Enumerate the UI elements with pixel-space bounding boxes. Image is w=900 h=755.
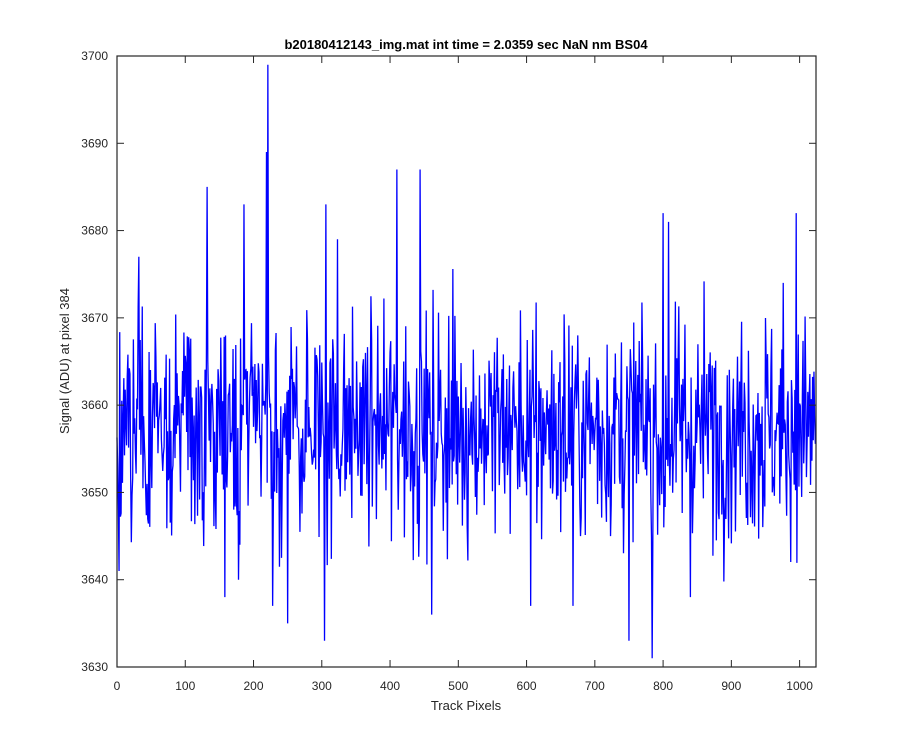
x-tick-label: 700: [585, 679, 605, 693]
y-tick-label: 3670: [81, 311, 108, 325]
x-tick-label: 200: [244, 679, 264, 693]
y-tick-label: 3640: [81, 573, 108, 587]
x-axis-label: Track Pixels: [431, 698, 502, 713]
x-tick-label: 600: [517, 679, 537, 693]
plot-frame: [116, 55, 817, 668]
x-tick-label: 100: [175, 679, 195, 693]
series-layer: [116, 64, 816, 659]
y-axis-label: Signal (ADU) at pixel 384: [57, 288, 72, 434]
signal-series-line: [116, 64, 816, 659]
chart-title: b20180412143_img.mat int time = 2.0359 s…: [284, 37, 648, 52]
x-tick-label: 500: [448, 679, 468, 693]
y-tick-label: 3630: [81, 660, 108, 674]
y-tick-label: 3680: [81, 224, 108, 238]
x-tick-label: 1000: [786, 679, 813, 693]
y-tick-label: 3660: [81, 398, 108, 412]
ticks-layer: 0 100 200 300 400 500 600 700 800 900 1000 3630 3640…: [81, 49, 816, 693]
plot-area-background: [117, 56, 816, 667]
x-tick-label: 800: [653, 679, 673, 693]
y-tick-label: 3690: [81, 136, 108, 150]
x-tick-label: 0: [114, 679, 121, 693]
x-tick-label: 400: [380, 679, 400, 693]
x-tick-label: 300: [312, 679, 332, 693]
y-tick-label: 3700: [81, 49, 108, 63]
y-tick-label: 3650: [81, 485, 108, 499]
x-tick-label: 900: [721, 679, 741, 693]
